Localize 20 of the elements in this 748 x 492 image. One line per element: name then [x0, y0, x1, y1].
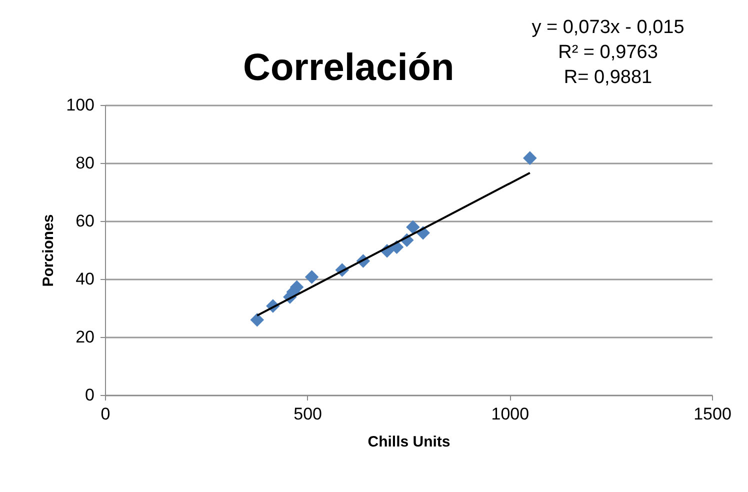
- y-tick-label: 80: [76, 154, 94, 172]
- y-tick-label: 60: [76, 212, 94, 230]
- text: R² = 0,9763: [558, 42, 658, 63]
- x-tick-label: 0: [100, 404, 110, 424]
- text: y = 0,073x - 0,015: [532, 17, 684, 38]
- y-axis-title: Porciones: [40, 214, 58, 287]
- point: [250, 313, 264, 327]
- point: [406, 220, 420, 234]
- point: [523, 151, 537, 165]
- y-tick-label: 100: [66, 96, 94, 114]
- chart-title: Correlación: [243, 47, 454, 89]
- x-axis-title: Chills Units: [368, 434, 450, 450]
- x-tick-label: 1000: [491, 404, 530, 424]
- y-tick-label: 0: [85, 386, 94, 404]
- x-tick-label: 1500: [694, 404, 732, 424]
- point: [304, 270, 319, 284]
- x-tick-label: 500: [294, 404, 322, 424]
- text: R= 0,9881: [564, 67, 652, 88]
- y-tick-label: 40: [76, 270, 94, 288]
- y-tick-label: 20: [76, 328, 94, 346]
